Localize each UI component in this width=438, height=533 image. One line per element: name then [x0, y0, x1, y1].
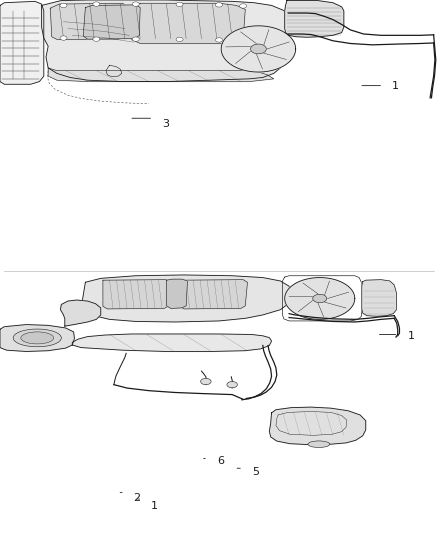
- Polygon shape: [103, 280, 171, 309]
- Text: 3: 3: [162, 119, 169, 128]
- Polygon shape: [72, 334, 272, 351]
- Circle shape: [251, 44, 266, 54]
- Circle shape: [60, 3, 67, 7]
- Circle shape: [93, 37, 100, 42]
- Circle shape: [176, 37, 183, 42]
- Circle shape: [176, 2, 183, 6]
- Circle shape: [215, 38, 223, 42]
- Polygon shape: [221, 26, 296, 72]
- Circle shape: [93, 2, 100, 6]
- Circle shape: [215, 3, 223, 7]
- Polygon shape: [82, 275, 291, 322]
- Circle shape: [313, 294, 327, 303]
- Text: 1: 1: [407, 331, 414, 341]
- Circle shape: [227, 382, 237, 388]
- Ellipse shape: [21, 332, 53, 344]
- Circle shape: [132, 37, 139, 42]
- Polygon shape: [50, 3, 127, 39]
- Polygon shape: [166, 279, 187, 309]
- Text: 1: 1: [151, 500, 158, 511]
- Polygon shape: [180, 280, 247, 309]
- Polygon shape: [285, 278, 355, 319]
- Text: 6: 6: [217, 456, 224, 466]
- Circle shape: [240, 4, 247, 8]
- Text: 1: 1: [392, 80, 399, 91]
- Ellipse shape: [308, 441, 330, 448]
- Polygon shape: [42, 0, 289, 82]
- Polygon shape: [269, 407, 366, 445]
- Polygon shape: [60, 300, 101, 326]
- Polygon shape: [0, 325, 74, 351]
- Ellipse shape: [13, 329, 61, 347]
- Circle shape: [60, 36, 67, 40]
- Polygon shape: [48, 68, 274, 82]
- Polygon shape: [131, 3, 245, 44]
- Polygon shape: [285, 1, 344, 37]
- Circle shape: [201, 378, 211, 385]
- Polygon shape: [362, 280, 396, 316]
- Circle shape: [132, 2, 139, 6]
- Text: 2: 2: [134, 492, 141, 503]
- Polygon shape: [83, 5, 140, 39]
- Text: 5: 5: [252, 466, 259, 477]
- Polygon shape: [0, 2, 44, 84]
